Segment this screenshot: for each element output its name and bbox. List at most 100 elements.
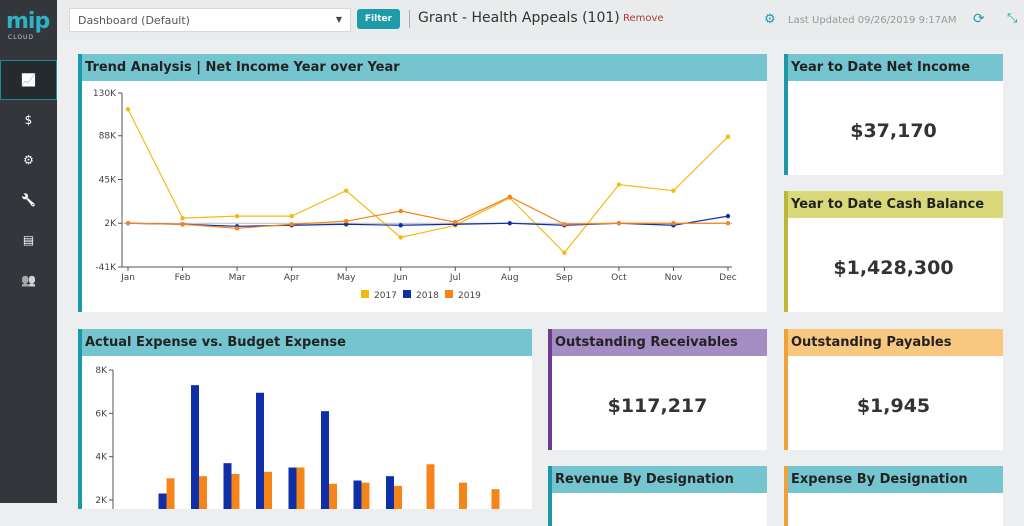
data-point-2017	[289, 213, 294, 219]
filter-button[interactable]: Filter	[357, 9, 400, 29]
card-title: Year to Date Cash Balance	[784, 191, 1003, 218]
data-point-2019	[725, 221, 731, 226]
x-tick-label: Sep	[556, 273, 573, 283]
x-tick-label: Dec	[719, 273, 736, 283]
data-point-2017	[343, 188, 349, 193]
data-point-2019	[343, 219, 349, 224]
y-tick-label: -41K	[95, 263, 117, 273]
bar	[256, 392, 264, 509]
bar	[386, 476, 394, 509]
bar	[353, 480, 362, 509]
card-accent	[548, 466, 552, 526]
receivables-card: Outstanding Receivables $117,217	[548, 329, 767, 450]
logo[interactable]: mip CLOUD	[6, 9, 50, 42]
trend-card: Trend Analysis | Net Income Year over Ye…	[78, 54, 767, 312]
last-updated: Last Updated 09/26/2019 9:17AM	[788, 15, 957, 26]
chevron-down-icon: ▼	[335, 15, 342, 24]
x-tick-label: May	[337, 273, 356, 283]
refresh-icon[interactable]: ⟳	[973, 11, 985, 27]
sidebar-item-cogs[interactable]: ⚙	[0, 140, 57, 180]
legend-label-2019: 2019	[458, 291, 481, 301]
chart-line-icon: 📈	[21, 73, 36, 87]
remove-link[interactable]: Remove	[623, 13, 664, 24]
data-point-2017	[125, 107, 131, 112]
data-point-2017	[180, 215, 185, 221]
bar	[426, 464, 435, 509]
top-bar: Dashboard (Default) ▼ Filter Grant - Heal…	[57, 0, 1024, 40]
card-value: $1,945	[856, 395, 931, 417]
card-value: $117,217	[607, 395, 708, 417]
card-value: $37,170	[850, 120, 937, 142]
wrench-icon: 🔧	[21, 193, 36, 207]
bar	[158, 493, 167, 509]
card-title: Expense By Designation	[784, 466, 1003, 493]
x-tick-label: Mar	[229, 273, 246, 283]
expense-designation-card: Expense By Designation	[784, 466, 1003, 526]
data-point-2017	[398, 235, 403, 240]
data-point-2018	[398, 223, 403, 228]
bar	[296, 467, 305, 509]
sidebar-item-dollar[interactable]: $	[0, 100, 57, 140]
data-point-2019	[616, 221, 622, 226]
data-point-2017	[616, 182, 622, 187]
series-line-2017	[127, 109, 729, 254]
bar	[223, 463, 232, 509]
data-point-2018	[343, 222, 349, 227]
bar	[361, 482, 370, 509]
bar	[264, 471, 272, 509]
sidebar-item-users[interactable]: 👥	[0, 260, 57, 300]
data-point-2018	[507, 221, 513, 226]
card-title: Trend Analysis | Net Income Year over Ye…	[78, 54, 767, 81]
revenue-designation-card: Revenue By Designation	[548, 466, 767, 526]
card-accent	[548, 329, 552, 450]
bar	[166, 478, 175, 509]
card-title: Revenue By Designation	[548, 466, 767, 493]
sidebar: mip CLOUD 📈 $ ⚙ 🔧 ▤ 👥	[0, 0, 57, 503]
bar	[191, 385, 199, 509]
legend-label-2017: 2017	[374, 291, 397, 301]
gear-icon[interactable]: ⚙	[764, 12, 776, 27]
card-title: Outstanding Receivables	[548, 329, 767, 356]
ytd-cash-balance-card: Year to Date Cash Balance $1,428,300	[784, 191, 1003, 312]
payables-card: Outstanding Payables $1,945	[784, 329, 1003, 450]
legend-label-2018: 2018	[416, 291, 439, 301]
data-point-2019	[125, 221, 131, 226]
legend-swatch-2019	[445, 290, 453, 298]
bar	[199, 476, 207, 509]
data-point-2019	[234, 226, 240, 231]
divider	[409, 10, 410, 28]
data-point-2019	[398, 208, 403, 214]
users-icon: 👥	[21, 273, 36, 287]
x-tick-label: Jun	[393, 273, 408, 283]
card-accent	[784, 191, 788, 312]
bar	[459, 482, 467, 509]
ytd-net-income-card: Year to Date Net Income $37,170	[784, 54, 1003, 175]
card-title: Actual Expense vs. Budget Expense	[78, 329, 532, 356]
data-point-2017	[234, 213, 240, 219]
grant-title: Grant - Health Appeals (101)	[418, 10, 620, 26]
data-point-2019	[180, 222, 185, 227]
y-tick-label: 6K	[95, 409, 108, 419]
card-title: Year to Date Net Income	[784, 54, 1003, 81]
y-tick-label: 4K	[95, 453, 108, 463]
expense-bar-chart: 8K 6K 4K 2K	[95, 366, 500, 509]
collapse-icon[interactable]: ⤡	[1007, 11, 1018, 26]
dashboard-select[interactable]: Dashboard (Default) ▼	[69, 8, 351, 32]
card-title: Outstanding Payables	[784, 329, 1003, 356]
series-line-2018	[127, 215, 729, 227]
expense-card: Actual Expense vs. Budget Expense 8K 6K 4K…	[78, 329, 532, 509]
card-accent	[78, 329, 82, 509]
bar	[321, 411, 329, 509]
card-accent	[784, 329, 788, 450]
bar	[491, 489, 500, 509]
data-point-2017	[725, 134, 731, 139]
x-tick-label: Oct	[611, 273, 627, 283]
x-tick-label: Jul	[449, 273, 461, 283]
sidebar-item-wrench[interactable]: 🔧	[0, 180, 57, 220]
y-tick-label: 2K	[104, 219, 117, 229]
document-icon: ▤	[22, 233, 35, 247]
legend-swatch-2017	[361, 290, 369, 298]
sidebar-item-chart-line[interactable]: 📈	[0, 60, 57, 100]
sidebar-item-document[interactable]: ▤	[0, 220, 57, 260]
card-accent	[784, 466, 788, 526]
